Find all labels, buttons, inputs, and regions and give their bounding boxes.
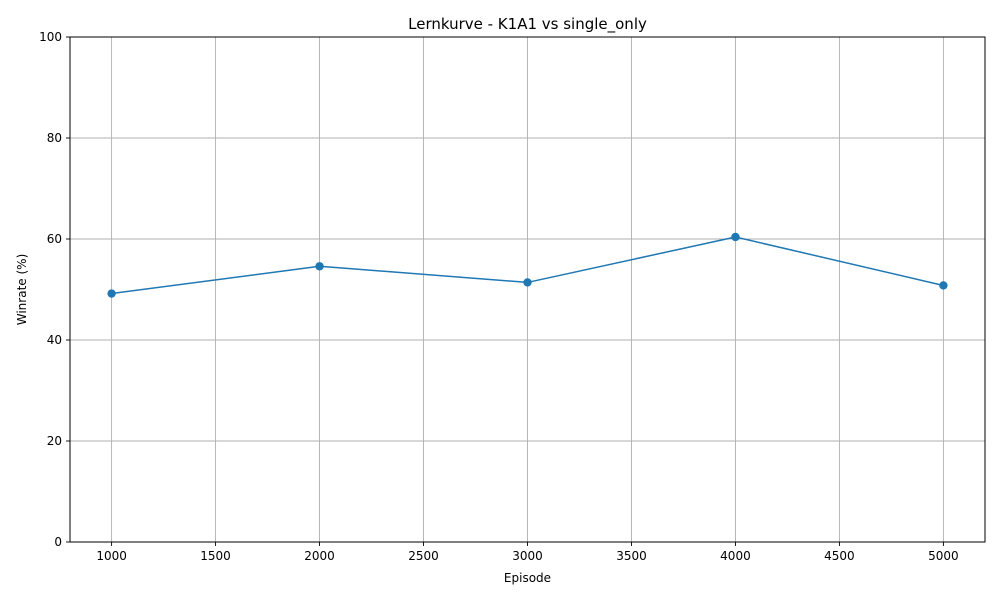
data-point bbox=[939, 281, 948, 290]
data-point bbox=[107, 289, 116, 298]
chart-title: Lernkurve - K1A1 vs single_only bbox=[408, 15, 647, 34]
x-tick-label: 2000 bbox=[304, 549, 335, 563]
y-tick-label: 0 bbox=[54, 535, 62, 549]
x-tick-label: 5000 bbox=[928, 549, 959, 563]
data-point bbox=[315, 262, 324, 271]
x-tick-label: 4000 bbox=[720, 549, 751, 563]
y-tick-label: 40 bbox=[47, 333, 62, 347]
y-tick-label: 80 bbox=[47, 131, 62, 145]
series-layer bbox=[107, 232, 948, 298]
x-tick-label: 4500 bbox=[824, 549, 855, 563]
data-point bbox=[731, 232, 740, 242]
y-axis-label: Winrate (%) bbox=[15, 254, 29, 326]
y-tick-label: 60 bbox=[47, 232, 62, 246]
y-tick-label: 100 bbox=[39, 30, 62, 44]
x-tick-label: 2500 bbox=[408, 549, 439, 563]
x-tick-label: 1500 bbox=[200, 549, 231, 563]
axis-ticks: 1000 1500 2000 2500 3000 3500 4000 4500 5000 0 20 4… bbox=[39, 30, 959, 563]
data-point bbox=[523, 278, 532, 287]
x-tick-label: 3000 bbox=[512, 549, 543, 563]
y-tick-label: 20 bbox=[47, 434, 62, 448]
plot-frame bbox=[69, 36, 986, 543]
x-axis-label: Episode bbox=[504, 571, 551, 585]
x-tick-label: 3500 bbox=[616, 549, 647, 563]
x-tick-label: 1000 bbox=[96, 549, 127, 563]
